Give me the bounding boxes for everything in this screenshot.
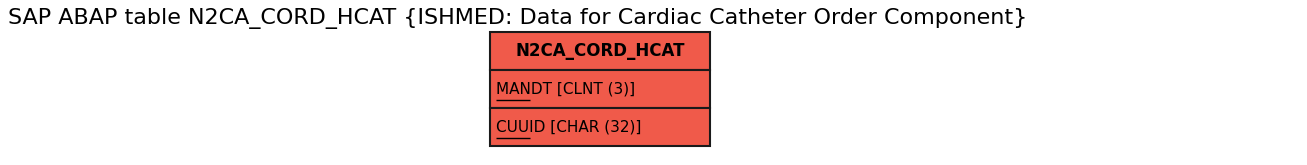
Text: N2CA_CORD_HCAT: N2CA_CORD_HCAT bbox=[515, 42, 685, 60]
Bar bbox=[490, 32, 710, 70]
Bar bbox=[490, 108, 710, 146]
Text: SAP ABAP table N2CA_CORD_HCAT {ISHMED: Data for Cardiac Catheter Order Component: SAP ABAP table N2CA_CORD_HCAT {ISHMED: D… bbox=[8, 8, 1027, 29]
Text: CUUID [CHAR (32)]: CUUID [CHAR (32)] bbox=[495, 119, 642, 134]
Bar bbox=[490, 70, 710, 108]
Text: MANDT [CLNT (3)]: MANDT [CLNT (3)] bbox=[495, 82, 635, 97]
